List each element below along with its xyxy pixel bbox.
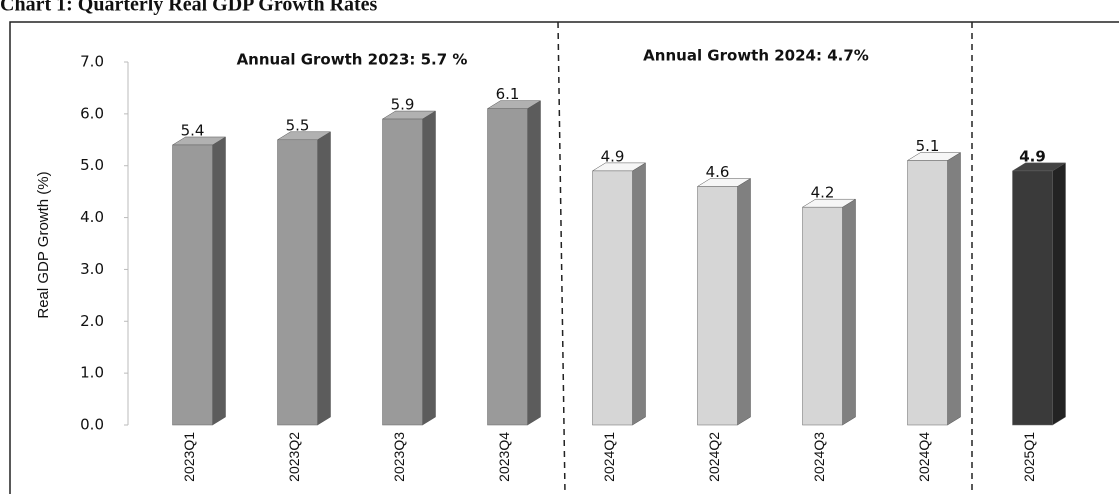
data-label: 4.9: [601, 147, 625, 165]
x-tick-label: 2023Q1: [181, 432, 197, 482]
separator: [557, 21, 566, 494]
y-tick-label: 5.0: [80, 156, 104, 174]
bar: [172, 144, 213, 426]
bar: [592, 170, 633, 426]
y-tick-label: 6.0: [80, 104, 104, 122]
bar: [487, 108, 528, 426]
x-tick-label: 2024Q4: [916, 432, 932, 482]
x-tick-label: 2025Q1: [1021, 432, 1037, 482]
y-tick-label: 1.0: [80, 364, 104, 382]
chart-title: Chart 1: Quarterly Real GDP Growth Rates: [0, 0, 378, 16]
bar: [277, 139, 318, 426]
plot-frame: [9, 21, 1119, 494]
bar-side: [317, 131, 331, 426]
y-tick-label: 3.0: [80, 260, 104, 278]
bar-side: [947, 152, 961, 426]
data-label: 4.2: [811, 184, 835, 202]
data-label: 4.9: [1019, 147, 1046, 165]
y-tick-label: 4.0: [80, 208, 104, 226]
data-label: 5.4: [181, 121, 205, 139]
bar-side: [737, 178, 751, 426]
x-tick-label: 2024Q2: [706, 432, 722, 482]
data-label: 5.5: [286, 116, 310, 134]
x-tick-label: 2024Q1: [601, 432, 617, 482]
bar-side: [527, 100, 541, 426]
x-tick-label: 2023Q4: [496, 432, 512, 482]
bar: [697, 186, 738, 426]
data-label: 5.1: [916, 137, 940, 155]
bar: [1012, 170, 1053, 426]
bar: [802, 206, 843, 426]
bar-side: [212, 136, 226, 426]
bar: [907, 160, 948, 426]
bar-side: [1052, 162, 1066, 426]
x-tick-label: 2023Q3: [391, 432, 407, 482]
y-tick-label: 2.0: [80, 312, 104, 330]
data-label: 5.9: [391, 96, 415, 114]
bar-side: [632, 162, 646, 426]
y-axis-label: Real GDP Growth (%): [35, 171, 52, 318]
x-tick-label: 2024Q3: [811, 432, 827, 482]
x-tick-label: 2023Q2: [286, 432, 302, 482]
bar-side: [422, 110, 436, 426]
data-label: 4.6: [706, 163, 730, 181]
annotation: Annual Growth 2023: 5.7 %: [237, 51, 468, 69]
bar: [382, 118, 423, 426]
annotation: Annual Growth 2024: 4.7%: [643, 47, 869, 65]
y-tick-label: 0.0: [80, 416, 104, 434]
bar-side: [842, 198, 856, 426]
y-tick-label: 7.0: [80, 53, 104, 71]
data-label: 6.1: [496, 85, 520, 103]
